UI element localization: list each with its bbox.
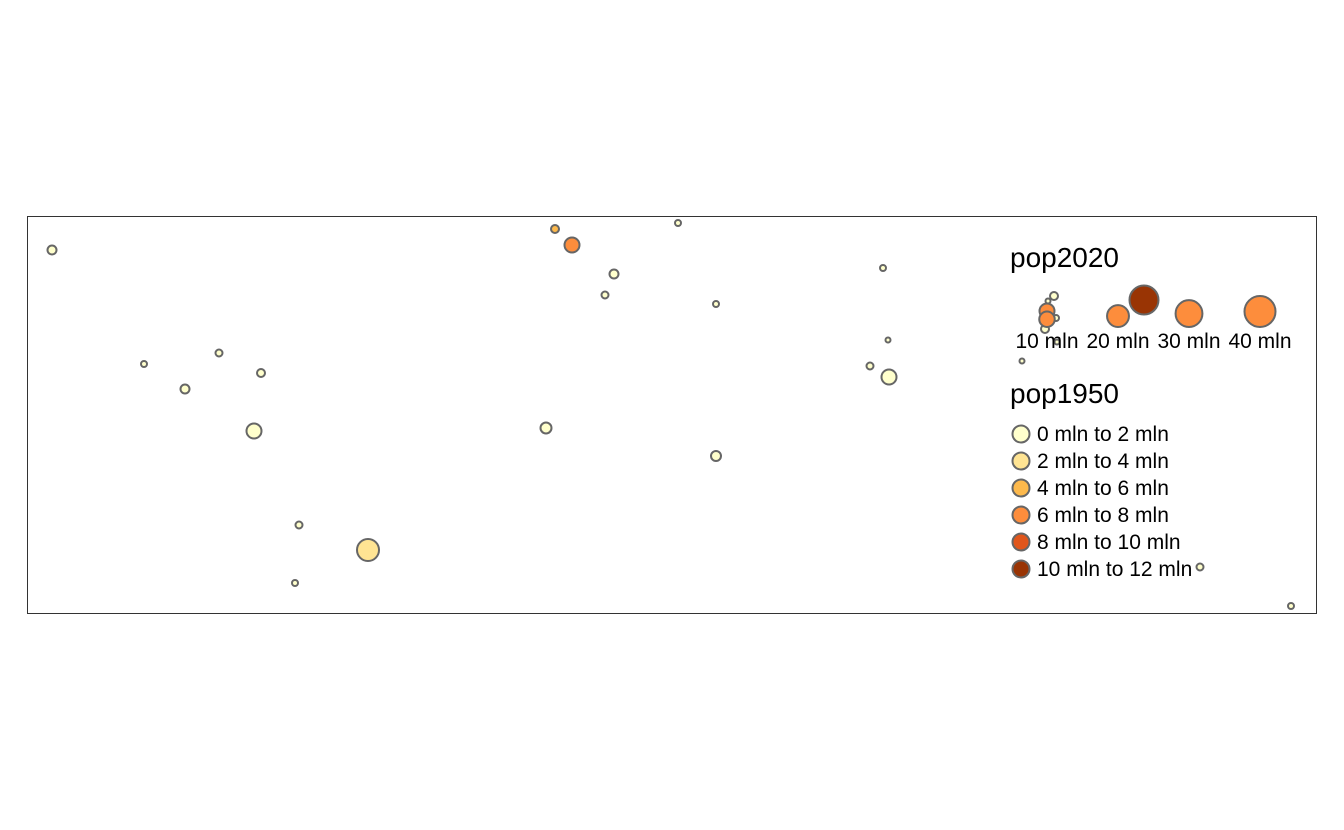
color-legend-label: 6 mln to 8 mln (1037, 504, 1169, 527)
color-legend-label: 2 mln to 4 mln (1037, 450, 1169, 473)
size-legend-label: 20 mln (1086, 330, 1149, 353)
city-symbol (539, 421, 553, 435)
city-symbol (865, 361, 875, 371)
city-symbol (179, 383, 191, 395)
size-legend-symbol (1243, 295, 1277, 328)
color-legend-label: 10 mln to 12 mln (1037, 558, 1192, 581)
city-symbol (291, 579, 299, 587)
color-legend-label: 0 mln to 2 mln (1037, 423, 1169, 446)
city-symbol (1195, 562, 1205, 572)
color-legend-swatch (1011, 505, 1031, 525)
city-symbol (1128, 284, 1160, 316)
city-symbol (884, 336, 892, 344)
city-symbol (550, 224, 560, 234)
size-legend-title: pop2020 (1010, 242, 1119, 273)
city-symbol (1287, 602, 1295, 610)
city-symbol (356, 538, 380, 562)
color-legend-swatch (1011, 532, 1031, 552)
city-symbol (140, 360, 148, 368)
city-symbol (294, 520, 304, 530)
city-symbol (880, 368, 898, 386)
city-symbol (1053, 338, 1061, 346)
city-symbol (1018, 357, 1026, 365)
size-legend-symbol (1106, 304, 1130, 329)
legend: pop2020 10 mln 20 mln 30 mln 40 mln pop1950… (1010, 242, 1292, 581)
city-symbol (710, 450, 722, 462)
color-legend-swatch (1011, 451, 1031, 471)
city-symbol (1049, 291, 1059, 301)
city-symbol (600, 290, 610, 300)
color-legend: 0 mln to 2 mln 2 mln to 4 mln 4 mln to 6 m… (1011, 423, 1192, 581)
city-symbol (608, 268, 620, 280)
size-legend-symbol (1038, 310, 1056, 328)
city-symbol (712, 300, 720, 308)
city-symbol (256, 368, 266, 378)
size-legend-label: 40 mln (1228, 330, 1291, 353)
size-legend-label: 10 mln (1015, 330, 1078, 353)
city-symbol (46, 244, 58, 256)
color-legend-label: 8 mln to 10 mln (1037, 531, 1181, 554)
city-symbol (674, 219, 682, 227)
size-legend-symbol (1174, 299, 1204, 328)
city-symbol (214, 348, 224, 358)
city-symbol (563, 236, 581, 254)
color-legend-swatch (1011, 478, 1031, 498)
city-symbol (245, 422, 263, 440)
map-frame (27, 216, 1317, 614)
color-legend-swatch (1011, 424, 1031, 444)
city-symbol (879, 264, 887, 272)
size-legend: 10 mln 20 mln 30 mln 40 mln (1015, 295, 1292, 353)
color-legend-swatch (1011, 559, 1031, 579)
color-legend-label: 4 mln to 6 mln (1037, 477, 1169, 500)
color-legend-title: pop1950 (1010, 378, 1119, 409)
size-legend-label: 30 mln (1157, 330, 1220, 353)
